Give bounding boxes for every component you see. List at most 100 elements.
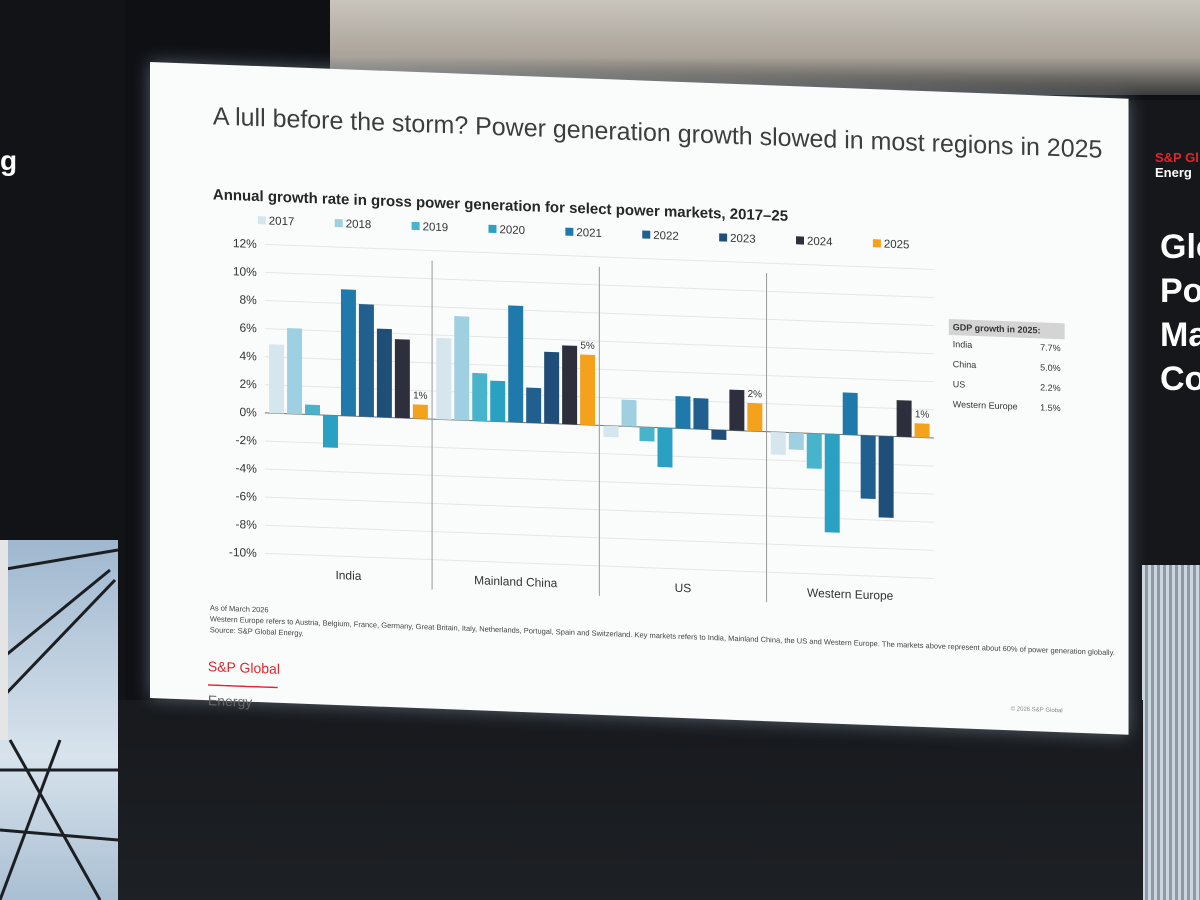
bar	[490, 380, 506, 422]
right-logo-line1: S&P Gl	[1155, 150, 1199, 165]
bar	[729, 389, 745, 431]
y-tick-label: -8%	[236, 517, 258, 532]
gdp-row: Western Europe 1.5%	[949, 395, 1065, 419]
category-label: US	[675, 581, 692, 596]
logo-line2: Energy	[207, 692, 253, 710]
logo-underline	[207, 684, 278, 689]
bar	[788, 432, 804, 450]
category-label: India	[335, 568, 361, 583]
legend-label: 2018	[346, 218, 372, 231]
bar	[376, 328, 392, 418]
category-label: Western Europe	[807, 586, 894, 603]
y-tick-label: 12%	[233, 236, 257, 251]
gdp-region: India	[952, 339, 973, 350]
bar	[675, 395, 691, 429]
bar	[269, 344, 285, 414]
power-tower-icon	[0, 548, 118, 900]
gdp-table: GDP growth in 2025: India 7.7% China 5.0% US…	[948, 319, 1065, 419]
gdp-value: 2.2%	[1040, 382, 1061, 394]
left-stripe	[0, 540, 8, 740]
bar	[603, 425, 619, 438]
logo-line1: S&P Global	[207, 658, 280, 677]
bar	[770, 431, 786, 455]
bar	[806, 433, 822, 469]
legend-swatch	[257, 216, 266, 225]
bar	[358, 304, 374, 417]
bar	[526, 387, 542, 424]
left-panel-text: g	[0, 145, 18, 176]
right-building-image	[1142, 565, 1200, 900]
legend-swatch	[488, 224, 497, 234]
bar-chart: 12% 10% 8% 6% 4% 2% 0% -2% -4% -6% -8% -10% India Mai…	[229, 215, 934, 603]
bar	[436, 337, 452, 420]
legend-label: 2023	[730, 233, 756, 246]
sp-global-logo: S&P Global Energy	[208, 658, 280, 711]
legend-swatch	[642, 230, 651, 239]
left-display-panel: g	[0, 0, 125, 900]
bar	[842, 392, 858, 436]
bar	[544, 351, 560, 424]
gdp-value: 5.0%	[1040, 362, 1061, 374]
legend-swatch	[334, 218, 343, 228]
right-logo: S&P Gl Energ	[1155, 150, 1199, 180]
right-big-text-line: Po	[1160, 272, 1200, 310]
y-tick-label: 4%	[240, 349, 258, 364]
bar	[639, 426, 655, 442]
bar	[394, 339, 410, 419]
bar	[878, 435, 894, 518]
data-label: 5%	[580, 340, 595, 352]
bar	[305, 404, 320, 415]
y-tick-label: -6%	[236, 489, 258, 504]
bar	[860, 435, 876, 500]
y-tick-label: 10%	[233, 264, 257, 279]
y-tick-label: 0%	[240, 405, 258, 420]
left-tower-image	[0, 540, 118, 900]
y-tick-label: -10%	[229, 545, 257, 560]
bar	[824, 433, 840, 533]
bar	[472, 372, 488, 422]
bar	[896, 400, 912, 438]
legend-label: 2024	[807, 236, 833, 249]
category-label: Mainland China	[474, 573, 558, 590]
legend-swatch	[565, 227, 574, 236]
stage-base	[118, 700, 1143, 900]
bar	[621, 399, 637, 427]
data-label: 1%	[413, 390, 428, 402]
right-big-text-line: Co	[1160, 360, 1200, 398]
legend-label: 2021	[576, 227, 602, 240]
legend-label: 2025	[884, 239, 910, 252]
bar	[322, 415, 338, 448]
slide: A lull before the storm? Power generatio…	[150, 62, 1129, 735]
gdp-region: US	[952, 379, 966, 390]
legend-label: 2020	[499, 224, 525, 237]
bar	[711, 429, 727, 441]
y-tick-label: 2%	[240, 377, 258, 392]
legend-swatch	[719, 233, 728, 242]
gdp-table-rows: India 7.7% China 5.0% US 2.2% Western Europe 1.…	[949, 335, 1065, 419]
right-big-text-line: Glo	[1160, 228, 1200, 266]
y-tick-label: -2%	[236, 433, 258, 448]
bar	[508, 305, 524, 423]
bar	[693, 398, 709, 430]
legend-label: 2017	[269, 215, 295, 228]
legend-swatch	[411, 221, 420, 231]
bar	[580, 354, 596, 426]
bar	[340, 289, 356, 417]
y-tick-label: 6%	[240, 321, 258, 336]
bar	[562, 345, 578, 425]
legend-label: 2019	[423, 221, 449, 234]
data-label: 1%	[915, 409, 930, 421]
right-big-text-line: Ma	[1160, 316, 1200, 354]
bar	[914, 423, 930, 438]
bar	[412, 404, 428, 419]
y-tick-label: 8%	[240, 293, 258, 308]
data-label: 2%	[748, 389, 763, 401]
gdp-region: Western Europe	[952, 399, 1018, 412]
y-tick-label: -4%	[236, 461, 258, 476]
legend-swatch	[872, 239, 881, 248]
gridline	[264, 243, 934, 270]
gdp-region: China	[952, 359, 977, 371]
bar	[454, 316, 470, 421]
right-big-text: Glo Po Ma Co	[1160, 225, 1200, 401]
bar	[657, 427, 673, 468]
